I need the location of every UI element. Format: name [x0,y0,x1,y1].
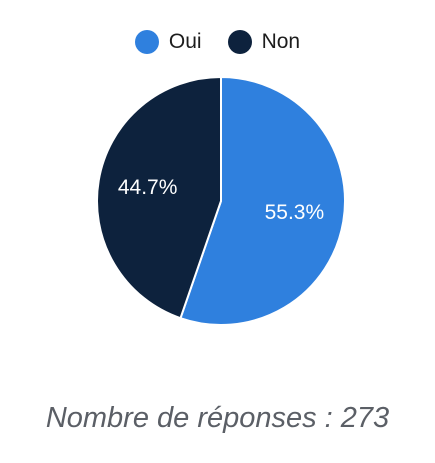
legend-item-oui[interactable]: Oui [134,30,202,54]
pie-label-non: 44.7% [118,176,178,199]
legend-swatch-oui [134,30,159,54]
legend-label-non: Non [261,30,301,53]
pie-label-oui: 55.3% [265,201,325,224]
responses-count: Nombre de réponses : 273 [45,402,390,434]
legend-swatch-non [227,30,252,54]
legend-item-non[interactable]: Non [227,30,301,54]
pie-slice-non[interactable] [96,75,222,320]
legend-label-oui: Oui [168,30,202,53]
chart-legend: Oui Non [0,30,435,54]
